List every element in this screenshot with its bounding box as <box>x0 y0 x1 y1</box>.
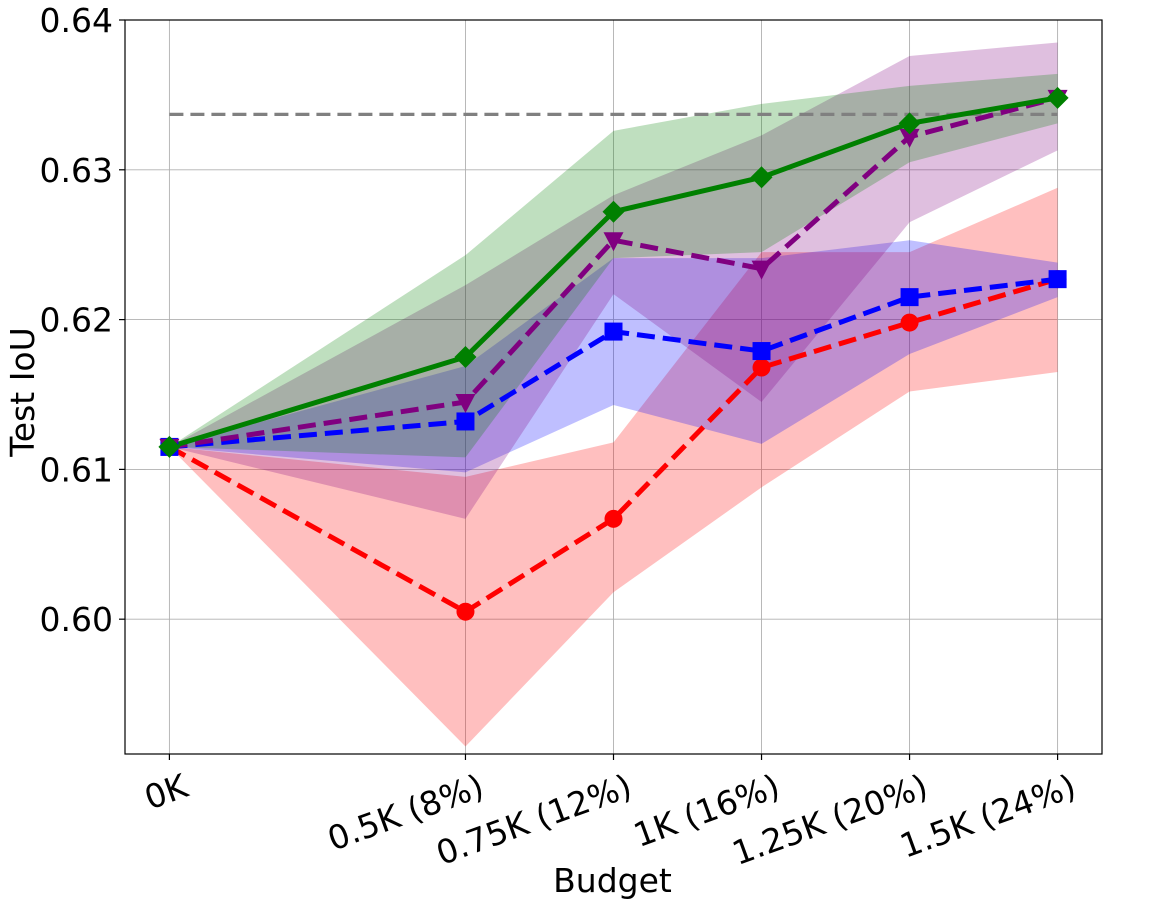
marker-series-2-point-1 <box>455 393 476 413</box>
x-axis-title: Budget <box>553 861 672 900</box>
marker-series-2-point-3 <box>751 260 772 280</box>
y-tick-label-3: 0.63 <box>40 151 113 190</box>
marker-series-2-point-4 <box>899 128 920 148</box>
series-lines <box>168 95 1059 615</box>
series-line-3 <box>168 95 1059 450</box>
series-markers <box>158 86 1069 621</box>
marker-series-1-point-4 <box>900 288 919 307</box>
marker-series-3-point-0 <box>158 435 181 458</box>
marker-series-0-point-3 <box>752 358 771 377</box>
y-tick-label-1: 0.61 <box>40 450 113 489</box>
series-line-1 <box>169 276 1058 450</box>
y-axis-title: Test IoU <box>3 327 42 458</box>
band-series-2 <box>169 42 1058 519</box>
y-tick-label-4: 0.64 <box>40 1 113 40</box>
marker-series-1-point-2 <box>604 322 623 341</box>
marker-series-0-point-4 <box>900 313 919 332</box>
marker-series-3-point-3 <box>750 166 773 189</box>
marker-series-2-point-2 <box>603 232 624 252</box>
y-tick-label-2: 0.62 <box>40 301 113 340</box>
marker-series-0-point-1 <box>456 602 475 621</box>
marker-series-0-point-2 <box>604 509 623 528</box>
y-axis-ticks: 0.60 0.61 0.62 0.63 0.64 <box>40 1 125 639</box>
marker-series-3-point-4 <box>898 112 921 135</box>
band-series-0 <box>169 187 1058 747</box>
series-line-2 <box>169 95 1059 450</box>
band-series-3 <box>169 73 1058 458</box>
marker-series-3-point-1 <box>454 346 477 369</box>
marker-series-3-point-5 <box>1046 86 1069 109</box>
marker-series-3-point-2 <box>602 200 625 223</box>
marker-series-1-point-5 <box>1048 270 1067 289</box>
marker-series-1-point-3 <box>752 342 771 361</box>
marker-series-1-point-1 <box>456 412 475 431</box>
y-tick-label-0: 0.60 <box>40 600 113 639</box>
